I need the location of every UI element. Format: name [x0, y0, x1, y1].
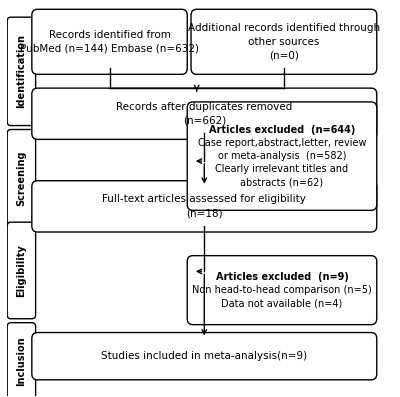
Text: Inclusion: Inclusion	[16, 336, 26, 386]
Text: Non head-to-head comparison (n=5): Non head-to-head comparison (n=5)	[192, 285, 372, 295]
Text: Records identified from: Records identified from	[48, 30, 170, 40]
Text: Eligibility: Eligibility	[16, 244, 26, 297]
FancyBboxPatch shape	[191, 9, 377, 74]
Text: or meta-analysis  (n=582): or meta-analysis (n=582)	[218, 151, 346, 161]
FancyBboxPatch shape	[32, 9, 187, 74]
Text: Records after duplicates removed: Records after duplicates removed	[116, 102, 292, 112]
Text: other sources: other sources	[248, 37, 320, 47]
FancyBboxPatch shape	[187, 102, 377, 210]
Text: PubMed (n=144) Embase (n=632): PubMed (n=144) Embase (n=632)	[20, 44, 199, 54]
Text: Clearly irrelevant titles and: Clearly irrelevant titles and	[216, 164, 348, 174]
Text: Articles excluded  (n=9): Articles excluded (n=9)	[216, 272, 348, 282]
FancyBboxPatch shape	[32, 333, 377, 380]
Text: Additional records identified through: Additional records identified through	[188, 23, 380, 33]
Text: Identification: Identification	[16, 35, 26, 108]
FancyBboxPatch shape	[7, 129, 36, 226]
Text: Case report,abstract,letter, review: Case report,abstract,letter, review	[198, 138, 366, 148]
Text: Data not available (n=4): Data not available (n=4)	[221, 298, 343, 308]
Text: Studies included in meta-analysis(n=9): Studies included in meta-analysis(n=9)	[101, 351, 307, 361]
FancyBboxPatch shape	[7, 17, 36, 125]
FancyBboxPatch shape	[32, 181, 377, 232]
FancyBboxPatch shape	[187, 256, 377, 325]
Text: (n=0): (n=0)	[269, 51, 299, 61]
FancyBboxPatch shape	[32, 88, 377, 139]
FancyBboxPatch shape	[7, 323, 36, 397]
Text: Screening: Screening	[16, 150, 26, 206]
Text: abstracts (n=62): abstracts (n=62)	[240, 177, 324, 187]
FancyBboxPatch shape	[7, 222, 36, 319]
Text: Articles excluded  (n=644): Articles excluded (n=644)	[209, 125, 355, 135]
Text: (n=18): (n=18)	[186, 208, 223, 218]
Text: (n=662): (n=662)	[183, 116, 226, 126]
Text: Full-text articles assessed for eligibility: Full-text articles assessed for eligibil…	[102, 195, 306, 204]
